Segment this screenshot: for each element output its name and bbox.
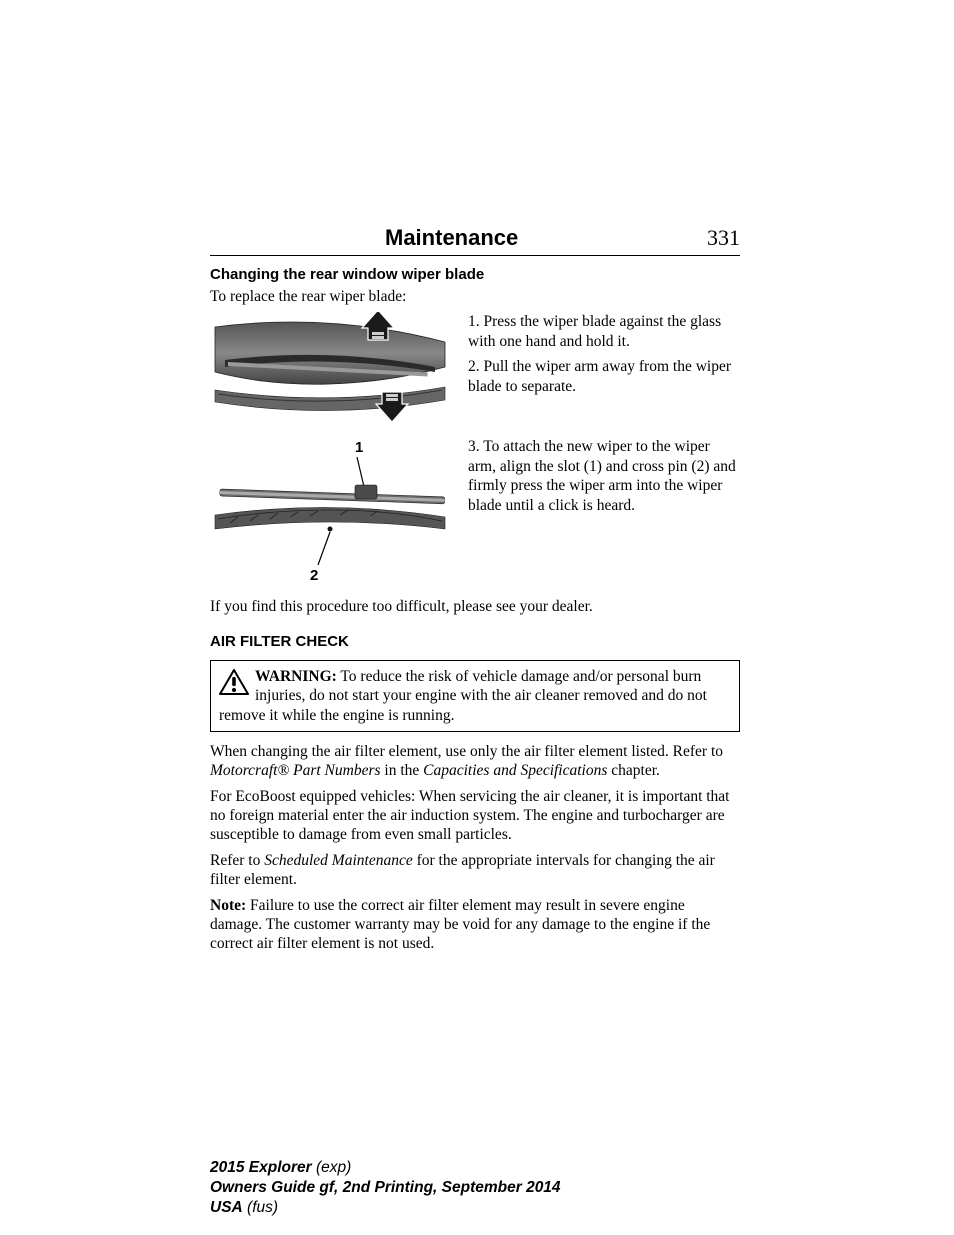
callout-1-label: 1 [355,439,363,456]
step-row-1: 1. Press the wiper blade against the gla… [210,312,740,427]
footer-region: USA [210,1199,243,1216]
footer-line1: 2015 Explorer (exp) [210,1158,740,1178]
wiper-illustration-2: 1 [210,437,450,587]
para1-c: in the [381,762,424,779]
section1-closing: If you find this procedure too difficult… [210,597,740,616]
para1-a: When changing the air filter element, us… [210,743,723,760]
section1-heading: Changing the rear window wiper blade [210,266,740,283]
air-filter-para1: When changing the air filter element, us… [210,742,740,781]
footer-line3: USA (fus) [210,1198,740,1218]
air-filter-note: Note: Failure to use the correct air fil… [210,896,740,954]
warning-icon [219,669,249,695]
para1-b: Motorcraft® Part Numbers [210,762,381,779]
page-header: Maintenance 331 [210,225,740,256]
callout-2-label: 2 [310,567,318,584]
warning-label: WARNING: [255,668,337,685]
para1-e: chapter. [607,762,660,779]
footer-line2: Owners Guide gf, 2nd Printing, September… [210,1178,740,1198]
step-text-2: 3. To attach the new wiper to the wiper … [468,437,740,587]
header-title: Maintenance [385,225,518,251]
para3-b: Scheduled Maintenance [264,852,412,869]
note-text: Failure to use the correct air filter el… [210,897,710,953]
para1-d: Capacities and Specifications [423,762,607,779]
page-number: 331 [707,225,740,251]
step-text-1: 1. Press the wiper blade against the gla… [468,312,740,427]
step3-text: 3. To attach the new wiper to the wiper … [468,437,740,515]
page-content: Maintenance 331 Changing the rear window… [210,225,740,960]
step1-text: 1. Press the wiper blade against the gla… [468,312,740,351]
para3-a: Refer to [210,852,264,869]
step-row-2: 1 [210,437,740,587]
section1-intro: To replace the rear wiper blade: [210,287,740,306]
section2-heading: AIR FILTER CHECK [210,633,740,650]
footer-model-code: (exp) [312,1159,352,1176]
page-footer: 2015 Explorer (exp) Owners Guide gf, 2nd… [210,1158,740,1218]
step2-text: 2. Pull the wiper arm away from the wipe… [468,357,740,396]
footer-region-code: (fus) [243,1199,278,1216]
note-label: Note: [210,897,246,914]
warning-box: WARNING: To reduce the risk of vehicle d… [210,660,740,732]
wiper-illustration-1 [210,312,450,427]
footer-model: 2015 Explorer [210,1159,312,1176]
air-filter-para3: Refer to Scheduled Maintenance for the a… [210,851,740,890]
air-filter-para2: For EcoBoost equipped vehicles: When ser… [210,787,740,845]
